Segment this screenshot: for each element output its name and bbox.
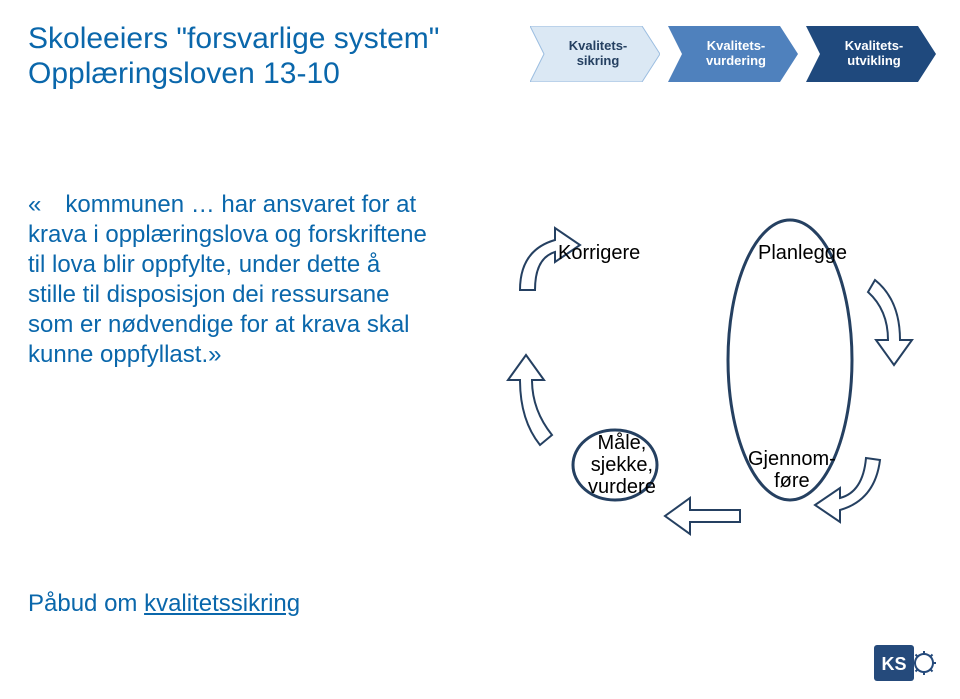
chevron-3: Kvalitets-utvikling <box>806 26 936 82</box>
svg-text:KS: KS <box>881 654 906 674</box>
chevron-3-label: Kvalitets-utvikling <box>845 39 904 69</box>
chevron-1: Kvalitets-sikring <box>530 26 660 82</box>
pdca-diagram: Korrigere Planlegge Måle, sjekke, vurder… <box>480 210 910 540</box>
bottom-prefix: Påbud om <box>28 590 144 617</box>
label-korrigere: Korrigere <box>558 242 640 264</box>
bottom-line: Påbud om kvalitetssikring <box>28 590 300 618</box>
chevron-1-label: Kvalitets-sikring <box>569 39 628 69</box>
arrow-planlegge <box>868 280 912 365</box>
chevron-2-label: Kvalitets-vurdering <box>706 39 766 69</box>
label-male: Måle, sjekke, vurdere <box>588 432 656 498</box>
title-block: Skoleeiers "forsvarlige system" Opplærin… <box>28 22 439 91</box>
title-line-2: Opplæringsloven 13-10 <box>28 57 439 92</box>
body-paragraph: « kommunen … har ansvaret for at krava i… <box>28 190 428 370</box>
chevron-2: Kvalitets-vurdering <box>668 26 798 82</box>
arrow-from-male <box>508 355 552 445</box>
label-planlegge: Planlegge <box>758 242 847 264</box>
gear-icon <box>912 651 936 675</box>
bottom-underlined: kvalitetssikring <box>144 590 300 617</box>
arrow-to-male <box>665 498 740 534</box>
chevron-row: Kvalitets-sikring Kvalitets-vurdering Kv… <box>530 26 936 82</box>
title-line-1: Skoleeiers "forsvarlige system" <box>28 22 439 57</box>
label-gjennomfore: Gjennom- føre <box>748 448 836 492</box>
ks-logo: KS <box>874 645 938 681</box>
